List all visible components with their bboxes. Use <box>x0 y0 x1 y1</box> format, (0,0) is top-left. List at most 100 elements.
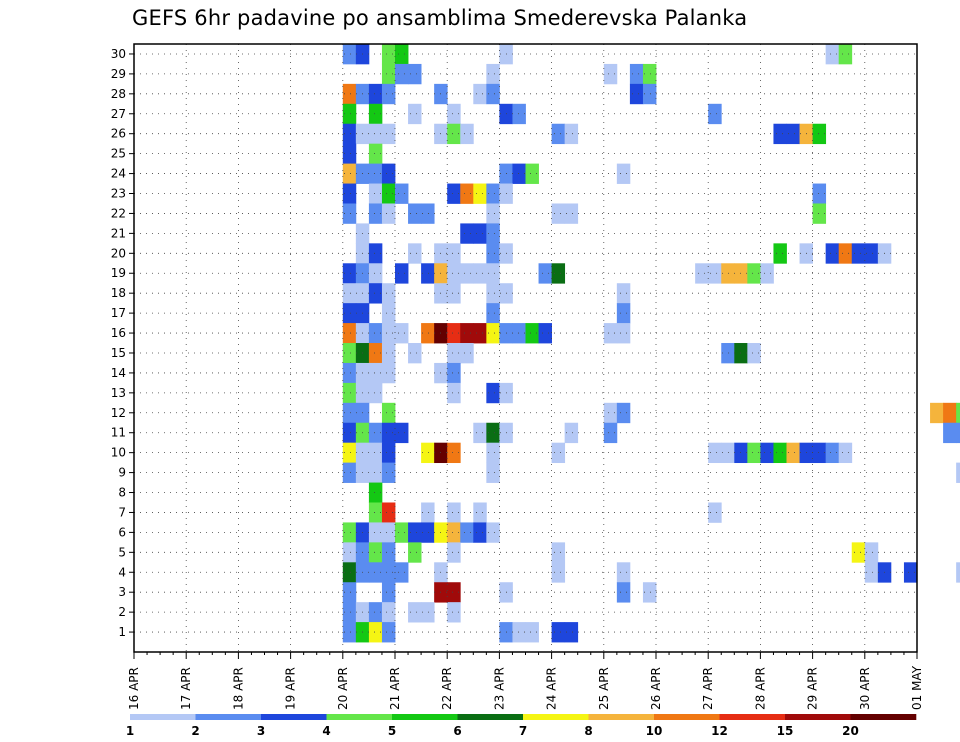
y-tick-label: 18 <box>111 286 126 300</box>
heatmap-cell <box>460 183 474 204</box>
heatmap-cell <box>368 562 383 583</box>
colorbar-swatch <box>850 714 917 720</box>
heatmap-cell <box>538 263 552 284</box>
heatmap-cell <box>368 602 383 623</box>
heatmap-cell <box>342 283 357 304</box>
heatmap-cell <box>342 263 357 284</box>
axes: 1234567891011121314151617181920212223242… <box>111 47 924 710</box>
heatmap-cell <box>342 542 357 563</box>
heatmap-cell <box>447 362 461 384</box>
heatmap-cell <box>368 163 383 184</box>
x-tick-label: 20 APR <box>336 667 350 710</box>
heatmap-cell <box>642 63 657 85</box>
y-tick-label: 21 <box>111 226 126 240</box>
heatmap-cell <box>447 582 461 603</box>
y-tick-label: 29 <box>111 67 126 81</box>
heatmap-cell <box>760 263 774 284</box>
y-tick-label: 12 <box>111 406 126 420</box>
colorbar-swatch <box>261 714 327 720</box>
heatmap-cell <box>747 263 761 284</box>
heatmap-cell <box>342 522 357 543</box>
heatmap-cell <box>564 422 579 444</box>
heatmap-cell <box>342 163 357 184</box>
heatmap-cell <box>473 422 487 444</box>
heatmap-cell <box>342 402 357 424</box>
heatmap-cell <box>447 283 461 304</box>
heatmap-cell <box>447 243 461 264</box>
x-tick-label: 27 APR <box>701 667 715 710</box>
heatmap-cell <box>486 303 500 324</box>
colorbar-swatch <box>654 714 720 720</box>
x-tick-label: 22 APR <box>440 667 454 710</box>
heatmap-cell <box>381 63 396 85</box>
heatmap-cell <box>616 323 631 344</box>
x-tick-label: 30 APR <box>858 667 872 710</box>
heatmap-cell <box>460 343 474 364</box>
y-tick-label: 16 <box>111 326 126 340</box>
heatmap-cell <box>773 243 787 264</box>
heatmap-cell <box>421 522 435 543</box>
y-tick-label: 30 <box>111 47 126 61</box>
heatmap-cell <box>381 343 396 364</box>
heatmap-cell <box>629 83 644 105</box>
colorbar: 1 2 3 4 5 6 7 8 10 12 15 20 <box>126 714 917 738</box>
heatmap-cell <box>368 542 383 563</box>
y-tick-label: 20 <box>111 246 126 260</box>
x-tick-label: 01 MAY <box>910 665 924 710</box>
y-tick-label: 6 <box>118 525 126 539</box>
heatmap-cell <box>408 602 422 623</box>
heatmap-cell <box>381 303 396 324</box>
heatmap-cell <box>486 462 500 483</box>
heatmap-cell <box>447 542 461 563</box>
x-tick-label: 24 APR <box>545 667 559 710</box>
colorbar-swatch <box>523 714 589 720</box>
heatmap-cell <box>473 223 487 244</box>
heatmap-cell <box>956 402 960 424</box>
heatmap-cell <box>512 622 526 643</box>
heatmap-cell <box>408 203 422 224</box>
heatmap-cell <box>368 622 383 643</box>
y-tick-label: 10 <box>111 446 126 460</box>
colorbar-level-label: 3 <box>257 724 265 738</box>
heatmap-cell <box>473 263 487 284</box>
heatmap-cell <box>368 103 383 125</box>
heatmap-cell <box>342 602 357 623</box>
colorbar-level-label: 1 <box>126 724 134 738</box>
heatmap-cell <box>486 223 500 244</box>
heatmap-cell <box>642 582 657 603</box>
x-tick-label: 23 APR <box>492 667 506 710</box>
colorbar-swatch <box>457 714 524 720</box>
heatmap-cell <box>956 422 960 444</box>
y-tick-label: 27 <box>111 107 126 121</box>
heatmap-cell <box>903 562 918 583</box>
heatmap-cell <box>381 602 396 623</box>
heatmap-cell <box>460 263 474 284</box>
heatmap-cell <box>342 203 357 224</box>
heatmap-cell <box>342 343 357 364</box>
y-tick-label: 2 <box>118 605 126 619</box>
heatmap-cell <box>381 582 396 603</box>
colorbar-swatch <box>588 714 655 720</box>
x-tick-label: 26 APR <box>649 667 663 710</box>
colorbar-level-label: 20 <box>842 724 859 738</box>
heatmap-cell <box>708 442 722 464</box>
heatmap-cell <box>551 123 566 145</box>
heatmap-cell <box>447 602 461 623</box>
heatmap-cell <box>838 44 853 65</box>
heatmap-cell <box>381 402 396 424</box>
colorbar-swatch <box>719 714 786 720</box>
heatmap-cell <box>395 323 409 344</box>
heatmap-cell <box>447 442 461 464</box>
heatmap-cell <box>381 183 396 204</box>
heatmap-cell <box>486 63 500 85</box>
heatmap-cell <box>368 502 383 523</box>
heatmap-cell <box>408 63 422 85</box>
heatmap-cell <box>603 63 618 85</box>
heatmap-cell <box>512 323 526 344</box>
heatmap-cell <box>864 562 879 583</box>
heatmap-cell <box>395 44 409 65</box>
heatmap-cell <box>943 402 957 424</box>
y-tick-label: 8 <box>118 486 126 500</box>
heatmap-cell <box>486 382 500 404</box>
heatmap-cell <box>447 522 461 543</box>
